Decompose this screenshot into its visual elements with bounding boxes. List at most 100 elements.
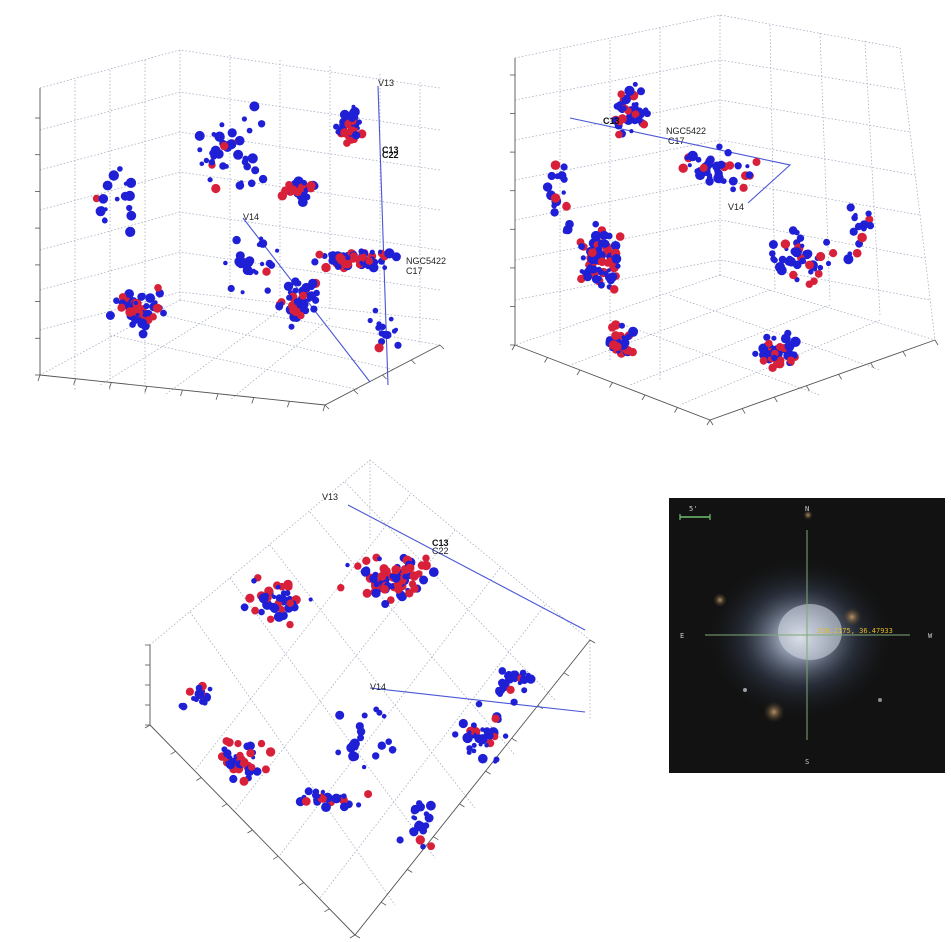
red-point	[125, 307, 135, 317]
blue-point	[411, 815, 416, 820]
blue-point	[335, 710, 345, 720]
blue-point	[562, 228, 569, 234]
blue-point	[519, 669, 527, 677]
axis-tick	[870, 362, 875, 369]
blue-point	[825, 260, 832, 267]
blue-point	[283, 281, 294, 291]
blue-point	[379, 323, 386, 330]
red-point	[362, 556, 371, 565]
blue-point	[264, 287, 271, 294]
axis-tick	[902, 351, 907, 357]
panel-3-points	[178, 553, 536, 851]
blue-point	[462, 732, 473, 744]
blue-point	[592, 220, 599, 228]
axis-tick	[609, 382, 613, 388]
blue-point	[311, 258, 319, 266]
blue-point	[389, 573, 395, 579]
blue-point	[275, 584, 281, 590]
panel-2-labels: C13 NGC5422 C17 V14	[603, 116, 744, 212]
red-point	[805, 260, 814, 270]
red-point	[776, 343, 784, 351]
blue-point	[800, 243, 805, 248]
axis-tick	[544, 357, 548, 363]
red-point	[417, 561, 427, 570]
red-point	[427, 842, 435, 851]
red-point	[739, 183, 748, 192]
blue-point	[597, 240, 606, 248]
axis-tick	[144, 724, 151, 729]
axis-tick	[324, 404, 330, 410]
red-point	[234, 740, 242, 748]
blue-point	[153, 300, 158, 305]
axis-tick	[272, 855, 279, 860]
blue-point	[241, 158, 249, 166]
blue-point	[137, 318, 148, 329]
blue-point	[257, 120, 266, 128]
blue-point	[493, 759, 498, 764]
blue-point	[383, 331, 392, 339]
blue-point	[293, 298, 302, 306]
blue-point	[643, 107, 649, 113]
red-point	[220, 141, 229, 151]
p1-label-c13: C13	[382, 145, 399, 155]
blue-point	[797, 234, 804, 241]
panel-3-3d-scatter: V13 C13 C22 V14	[144, 459, 596, 939]
blue-point	[428, 567, 439, 577]
red-point	[678, 163, 688, 173]
blue-point	[624, 85, 635, 96]
blue-point	[812, 267, 818, 272]
red-point	[118, 293, 127, 301]
axis-tick	[298, 882, 305, 886]
red-point	[615, 130, 623, 139]
blue-point	[223, 260, 228, 266]
blue-point	[716, 143, 723, 150]
red-point	[117, 303, 126, 312]
blue-point	[778, 255, 787, 264]
blue-point	[388, 316, 394, 322]
blue-point	[126, 210, 137, 221]
axis-tick	[144, 386, 148, 393]
blue-point	[724, 149, 732, 157]
blue-point	[519, 675, 529, 684]
axis-tick	[324, 908, 330, 913]
blue-point	[328, 252, 333, 257]
blue-point	[291, 277, 300, 286]
blue-point	[371, 588, 381, 598]
red-point	[577, 274, 586, 284]
axis-tick	[641, 394, 646, 401]
blue-point	[706, 155, 715, 164]
blue-point	[366, 264, 371, 269]
blue-point	[409, 827, 419, 837]
blue-point	[256, 242, 262, 248]
axis-tick	[411, 359, 416, 365]
red-point	[550, 193, 561, 203]
blue-point	[728, 176, 738, 186]
axis-tick	[589, 639, 596, 644]
blue-point	[275, 594, 284, 602]
blue-point	[610, 241, 621, 251]
blue-point	[475, 700, 483, 708]
red-point	[597, 257, 607, 267]
p2-label-c13: C13	[603, 116, 620, 126]
blue-point	[240, 603, 249, 612]
red-point	[380, 584, 389, 594]
panel-1-points	[92, 101, 402, 353]
blue-point	[502, 733, 509, 739]
panel-1-lines	[242, 85, 389, 386]
red-point	[408, 580, 417, 588]
red-point	[277, 605, 285, 614]
axis-tick	[576, 369, 581, 376]
red-point	[236, 751, 244, 760]
axis-tick	[322, 404, 326, 412]
blue-point	[137, 292, 146, 301]
red-point	[377, 571, 387, 581]
blue-point	[466, 750, 472, 755]
blue-point	[846, 203, 855, 212]
blue-point	[145, 293, 156, 303]
blue-point	[477, 734, 488, 745]
blue-point	[510, 670, 518, 679]
red-point	[550, 160, 561, 170]
blue-point	[306, 296, 312, 302]
axis-tick	[180, 389, 183, 397]
blue-point	[597, 281, 605, 289]
